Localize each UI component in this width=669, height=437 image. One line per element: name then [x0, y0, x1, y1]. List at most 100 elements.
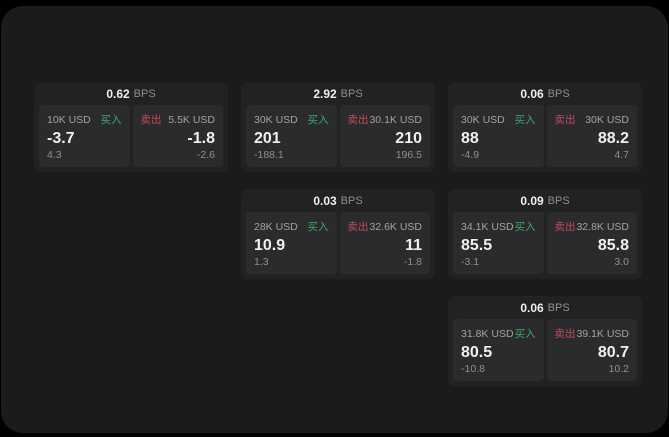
- quote-card: 0.06 BPS 31.8K USD 买入 80.5 -10.8 卖出 39.1…: [448, 296, 642, 386]
- buy-amount: 30K USD: [254, 113, 298, 126]
- sell-button[interactable]: 卖出: [554, 328, 576, 340]
- sell-change: -2.6: [196, 149, 215, 161]
- buy-price: 85.5: [461, 237, 493, 254]
- bps-suffix: BPS: [547, 194, 570, 207]
- card-header: 2.92 BPS: [241, 82, 435, 105]
- buy-pane[interactable]: 34.1K USD 买入 85.5 -3.1: [453, 212, 544, 274]
- card-body: 28K USD 买入 10.9 1.3 卖出 32.6K USD 11 -1.8: [241, 212, 435, 279]
- sell-button[interactable]: 卖出: [554, 221, 576, 233]
- quote-card: 0.09 BPS 34.1K USD 买入 85.5 -3.1 卖出 32.8K…: [448, 189, 642, 279]
- sell-pane[interactable]: 卖出 32.6K USD 11 -1.8: [339, 212, 430, 274]
- bps-suffix: BPS: [547, 301, 570, 314]
- buy-amount: 31.8K USD: [461, 327, 514, 340]
- bps-value: 0.62: [106, 86, 130, 101]
- cards-grid: 0.62 BPS 10K USD 买入 -3.7 4.3 卖出 5.5K USD…: [34, 82, 642, 386]
- sell-pane[interactable]: 卖出 30K USD 88.2 4.7: [546, 105, 637, 167]
- sell-price: -1.8: [187, 130, 215, 147]
- sell-pane[interactable]: 卖出 32.8K USD 85.8 3.0: [546, 212, 637, 274]
- buy-pane[interactable]: 10K USD 买入 -3.7 4.3: [39, 105, 130, 167]
- sell-change: 4.7: [614, 149, 629, 161]
- buy-pane-header: 31.8K USD 买入: [461, 326, 536, 341]
- buy-button[interactable]: 买入: [307, 114, 329, 126]
- quote-card: 2.92 BPS 30K USD 买入 201 -188.1 卖出 30.1K …: [241, 82, 435, 172]
- bps-suffix: BPS: [340, 194, 363, 207]
- sell-change: -1.8: [403, 256, 422, 268]
- buy-price: 10.9: [254, 237, 286, 254]
- card-body: 30K USD 买入 88 -4.9 卖出 30K USD 88.2 4.7: [448, 105, 642, 172]
- buy-pane-header: 28K USD 买入: [254, 219, 329, 234]
- sell-price: 80.7: [597, 344, 629, 361]
- card-header: 0.03 BPS: [241, 189, 435, 212]
- buy-pane[interactable]: 30K USD 买入 201 -188.1: [246, 105, 337, 167]
- buy-pane-header: 10K USD 买入: [47, 112, 122, 127]
- buy-button[interactable]: 买入: [100, 114, 122, 126]
- sell-pane[interactable]: 卖出 30.1K USD 210 196.5: [339, 105, 430, 167]
- card-body: 34.1K USD 买入 85.5 -3.1 卖出 32.8K USD 85.8…: [448, 212, 642, 279]
- sell-price: 11: [405, 237, 422, 254]
- sell-button[interactable]: 卖出: [347, 221, 369, 233]
- sell-amount: 39.1K USD: [576, 327, 629, 340]
- sell-pane-header: 卖出 30K USD: [555, 112, 630, 127]
- buy-change: 4.3: [47, 149, 62, 161]
- buy-change: -188.1: [254, 149, 284, 161]
- buy-price: 201: [254, 130, 281, 147]
- quote-card: 0.03 BPS 28K USD 买入 10.9 1.3 卖出 32.6K US…: [241, 189, 435, 279]
- quote-card: 0.62 BPS 10K USD 买入 -3.7 4.3 卖出 5.5K USD…: [34, 82, 228, 172]
- buy-price: 88: [461, 130, 479, 147]
- card-header: 0.62 BPS: [34, 82, 228, 105]
- sell-change: 10.2: [608, 363, 629, 375]
- bps-value: 0.06: [520, 86, 544, 101]
- sell-button[interactable]: 卖出: [140, 114, 162, 126]
- buy-button[interactable]: 买入: [514, 221, 536, 233]
- sell-pane-header: 卖出 32.6K USD: [348, 219, 423, 234]
- buy-price: -3.7: [47, 130, 75, 147]
- sell-price: 88.2: [597, 130, 629, 147]
- sell-price: 210: [395, 130, 422, 147]
- buy-pane[interactable]: 30K USD 买入 88 -4.9: [453, 105, 544, 167]
- trading-window: 0.62 BPS 10K USD 买入 -3.7 4.3 卖出 5.5K USD…: [1, 6, 668, 433]
- sell-change: 196.5: [395, 149, 422, 161]
- card-header: 0.06 BPS: [448, 296, 642, 319]
- card-body: 31.8K USD 买入 80.5 -10.8 卖出 39.1K USD 80.…: [448, 319, 642, 386]
- bps-value: 0.03: [313, 193, 337, 208]
- sell-pane-header: 卖出 39.1K USD: [555, 326, 630, 341]
- bps-value: 2.92: [313, 86, 337, 101]
- sell-amount: 32.6K USD: [369, 220, 422, 233]
- sell-amount: 32.8K USD: [576, 220, 629, 233]
- buy-pane[interactable]: 28K USD 买入 10.9 1.3: [246, 212, 337, 274]
- sell-button[interactable]: 卖出: [347, 114, 369, 126]
- bps-suffix: BPS: [547, 87, 570, 100]
- card-body: 10K USD 买入 -3.7 4.3 卖出 5.5K USD -1.8 -2.…: [34, 105, 228, 172]
- buy-button[interactable]: 买入: [514, 328, 536, 340]
- sell-pane-header: 卖出 5.5K USD: [141, 112, 216, 127]
- sell-amount: 30.1K USD: [369, 113, 422, 126]
- sell-amount: 30K USD: [585, 113, 629, 126]
- buy-pane-header: 30K USD 买入: [461, 112, 536, 127]
- sell-price: 85.8: [597, 237, 629, 254]
- sell-button[interactable]: 卖出: [554, 114, 576, 126]
- buy-amount: 30K USD: [461, 113, 505, 126]
- sell-pane-header: 卖出 30.1K USD: [348, 112, 423, 127]
- sell-pane[interactable]: 卖出 5.5K USD -1.8 -2.6: [132, 105, 223, 167]
- buy-amount: 34.1K USD: [461, 220, 514, 233]
- card-header: 0.06 BPS: [448, 82, 642, 105]
- buy-change: 1.3: [254, 256, 269, 268]
- buy-button[interactable]: 买入: [307, 221, 329, 233]
- buy-pane[interactable]: 31.8K USD 买入 80.5 -10.8: [453, 319, 544, 381]
- buy-price: 80.5: [461, 344, 493, 361]
- sell-amount: 5.5K USD: [168, 113, 215, 126]
- card-body: 30K USD 买入 201 -188.1 卖出 30.1K USD 210 1…: [241, 105, 435, 172]
- buy-amount: 28K USD: [254, 220, 298, 233]
- sell-pane[interactable]: 卖出 39.1K USD 80.7 10.2: [546, 319, 637, 381]
- buy-change: -4.9: [461, 149, 480, 161]
- buy-amount: 10K USD: [47, 113, 91, 126]
- buy-change: -10.8: [461, 363, 485, 375]
- bps-suffix: BPS: [340, 87, 363, 100]
- buy-pane-header: 30K USD 买入: [254, 112, 329, 127]
- buy-button[interactable]: 买入: [514, 114, 536, 126]
- sell-change: 3.0: [614, 256, 629, 268]
- card-header: 0.09 BPS: [448, 189, 642, 212]
- quote-card: 0.06 BPS 30K USD 买入 88 -4.9 卖出 30K USD 8…: [448, 82, 642, 172]
- buy-pane-header: 34.1K USD 买入: [461, 219, 536, 234]
- bps-suffix: BPS: [133, 87, 156, 100]
